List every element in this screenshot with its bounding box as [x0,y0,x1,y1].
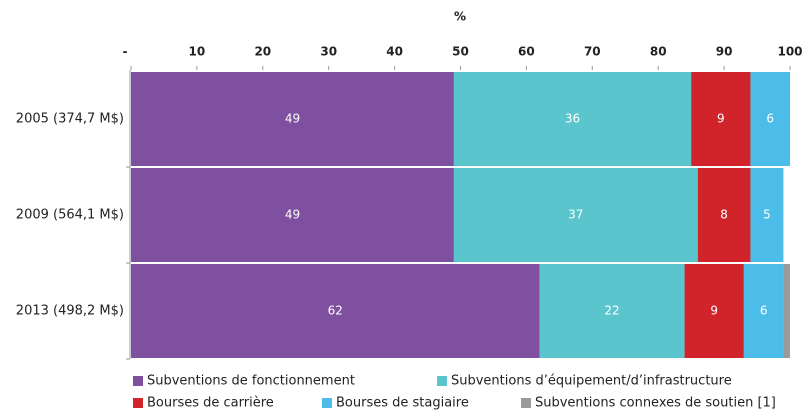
data-label: 5 [763,208,771,222]
bar-segment [131,72,454,166]
data-label: 22 [604,304,619,318]
data-label: 6 [760,304,768,318]
bar-segment [743,264,784,358]
x-tick-label: - [123,45,128,59]
data-label: 9 [710,304,718,318]
x-tick-label: 70 [584,45,601,59]
x-tick-label: 10 [189,45,206,59]
legend-swatch [322,398,332,408]
bar-segment [453,168,698,262]
bar-segment [691,72,751,166]
x-tick-label: 50 [452,45,469,59]
x-tick-label: 90 [716,45,733,59]
bar-segment [750,72,790,166]
bar-segment [750,168,784,262]
y-tick-label: 2005 (374,7 M$) [16,112,124,127]
bar-segment [697,168,751,262]
legend-label: Bourses de carrière [147,396,274,411]
x-tick-label: 100 [777,45,802,59]
legend-swatch [133,376,143,386]
x-tick-label: 20 [254,45,271,59]
legend-swatch [437,376,447,386]
x-tick-label: 30 [320,45,337,59]
legend-label: Subventions d’équipement/d’infrastructur… [451,374,732,389]
data-label: 49 [285,208,300,222]
data-label: 8 [720,208,728,222]
y-tick-label: 2009 (564,1 M$) [16,208,124,223]
bar-segment [131,264,540,358]
x-tick-label: 60 [518,45,535,59]
legend-label: Bourses de stagiaire [336,396,469,411]
data-label: 49 [285,112,300,126]
bar-segment [453,72,692,166]
legend-label: Subventions connexes de soutien [1] [535,396,776,411]
y-tick-label: 2013 (498,2 M$) [16,304,124,319]
bar-segment [131,168,454,262]
data-label: 6 [766,112,774,126]
bar-segment [684,264,744,358]
legend-swatch [521,398,531,408]
bar-segment [539,264,685,358]
axis-title: % [454,10,466,24]
legend-swatch [133,398,143,408]
x-tick-label: 40 [386,45,403,59]
x-tick-label: 80 [650,45,667,59]
data-label: 62 [328,304,343,318]
legend-label: Subventions de fonctionnement [147,374,355,389]
data-label: 37 [568,208,583,222]
bar-segment [783,264,790,358]
data-label: 36 [565,112,580,126]
data-label: 9 [717,112,725,126]
